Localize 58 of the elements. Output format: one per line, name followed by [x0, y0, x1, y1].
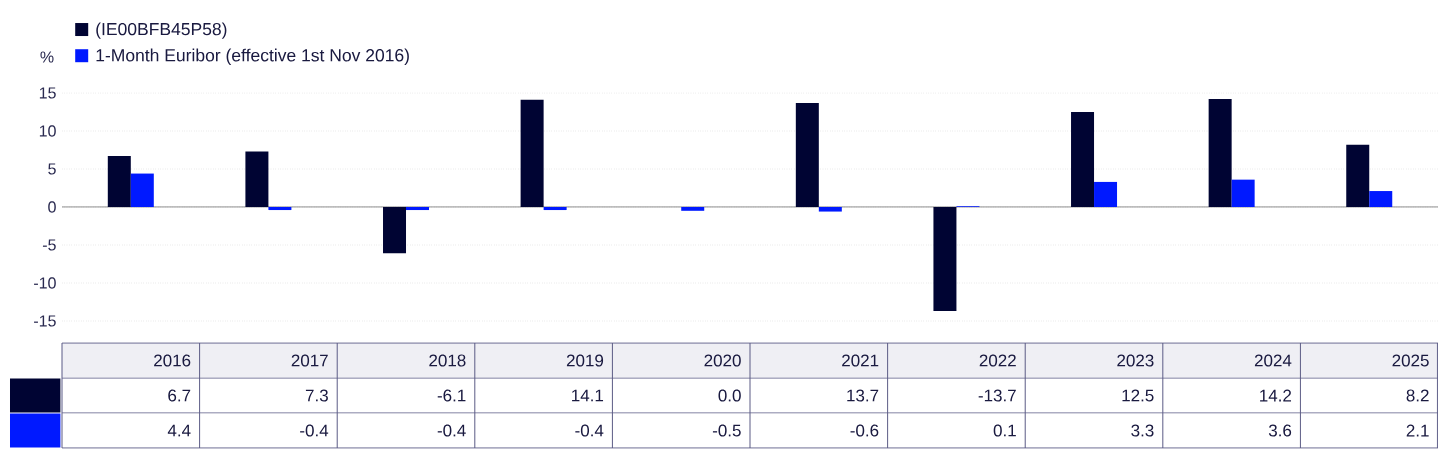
x-tick-label: 2024 — [1254, 354, 1292, 367]
bar — [933, 207, 957, 312]
x-tick-label: 2016 — [154, 354, 191, 367]
data-label: 0.1 — [993, 424, 1016, 437]
x-tick-label: 2018 — [429, 354, 466, 367]
data-label: 6.7 — [168, 389, 191, 402]
data-label: -0.4 — [437, 424, 466, 437]
bar — [818, 207, 842, 212]
x-tick-label: 2019 — [566, 354, 604, 367]
bar — [1094, 181, 1118, 207]
bar — [130, 173, 154, 207]
bar — [383, 207, 407, 254]
data-label: 3.6 — [1268, 424, 1292, 437]
bar — [681, 207, 705, 211]
data-label: 12.5 — [1122, 389, 1154, 402]
data-label: 14.1 — [572, 389, 604, 402]
bar — [1071, 112, 1095, 207]
legend-label: (IE00BFB45P58) — [96, 22, 227, 39]
data-label: -0.6 — [850, 424, 879, 437]
bar — [795, 102, 819, 207]
bar — [1346, 144, 1370, 207]
data-label: -0.4 — [575, 424, 604, 437]
bar — [1208, 99, 1232, 207]
x-tick-label: 2025 — [1392, 354, 1429, 367]
x-tick-label: 2017 — [291, 354, 328, 367]
y-tick-label: 15 — [39, 87, 56, 99]
x-tick-label: 2020 — [704, 354, 741, 367]
x-tick-label: 2021 — [842, 354, 879, 367]
bar — [245, 151, 269, 207]
data-label: 14.2 — [1260, 389, 1292, 402]
data-label: 2.1 — [1406, 424, 1429, 437]
data-label: 13.7 — [847, 389, 879, 402]
data-label: 4.4 — [167, 424, 191, 437]
bar — [1231, 179, 1255, 207]
bar — [107, 156, 131, 207]
y-tick-label: 5 — [48, 163, 56, 175]
data-label: -0.4 — [300, 424, 329, 437]
data-label: 3.3 — [1131, 424, 1154, 437]
x-tick-label: 2022 — [979, 354, 1016, 367]
y-axis-title: % — [40, 51, 54, 63]
legend-label: 1-Month Euribor (effective 1st Nov 2016) — [96, 48, 409, 65]
data-label: -0.5 — [712, 424, 741, 437]
bar — [543, 207, 567, 211]
bar — [406, 207, 430, 211]
data-label: -13.7 — [978, 389, 1016, 402]
data-label: 8.2 — [1406, 389, 1429, 402]
data-label: 0.0 — [718, 389, 741, 402]
y-tick-label: -5 — [42, 239, 56, 251]
data-label: 7.3 — [305, 389, 328, 402]
bar — [520, 99, 544, 207]
y-tick-label: 0 — [48, 201, 56, 213]
y-tick-label: 10 — [39, 125, 56, 137]
y-tick-label: -15 — [34, 315, 56, 327]
y-tick-label: -10 — [34, 277, 56, 289]
x-tick-label: 2023 — [1117, 354, 1154, 367]
bar — [1369, 191, 1393, 207]
data-label: -6.1 — [437, 389, 466, 402]
bar — [268, 207, 292, 211]
